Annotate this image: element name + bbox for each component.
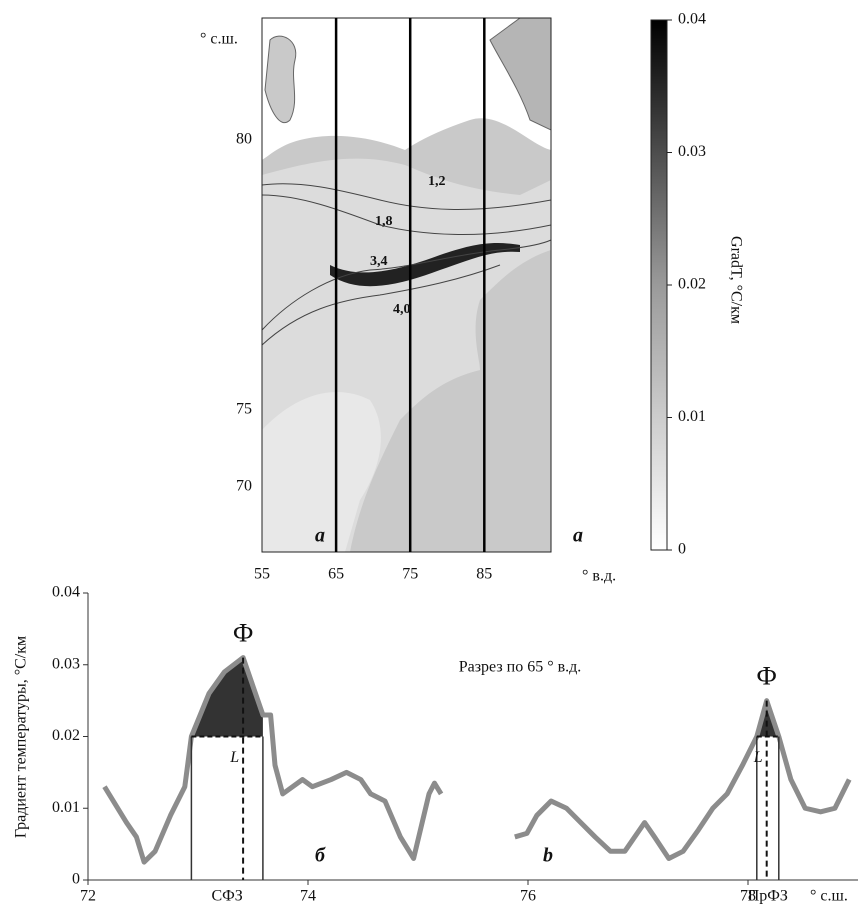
line xyxy=(102,655,852,865)
panel-label: a xyxy=(315,525,325,547)
y-tick-label: 0.01 xyxy=(52,799,80,816)
contour-label: 1,8 xyxy=(375,214,393,229)
panel-label: б xyxy=(315,845,326,867)
front-symbol: Ф xyxy=(233,619,254,648)
map xyxy=(261,17,552,553)
map-frame xyxy=(261,17,552,553)
contour-label: 1,2 xyxy=(428,174,446,189)
front-width-label: L xyxy=(229,749,239,766)
x-tick-label: 75 xyxy=(402,566,418,583)
annotation: Разрез по 65 ° в.д. xyxy=(459,659,582,676)
islands xyxy=(264,35,297,123)
y-tick-label: 0.03 xyxy=(52,655,80,672)
front-fill xyxy=(191,657,263,737)
colorbar-label: GradT, °C/км xyxy=(727,236,744,324)
x-unit: ° в.д. xyxy=(582,568,616,585)
front-label: ПрФЗ xyxy=(748,888,788,905)
front-symbol: Ф xyxy=(756,662,777,691)
panel-label: b xyxy=(543,845,553,867)
x-tick-label: 65 xyxy=(328,566,344,583)
front-label: СФЗ xyxy=(211,888,242,905)
x-tick-label: 78 xyxy=(740,888,756,905)
y-unit: ° с.ш. xyxy=(200,31,238,48)
y-tick-label: 0.04 xyxy=(52,584,80,601)
x-tick-label: 85 xyxy=(476,566,492,583)
contour xyxy=(261,264,501,346)
y-axis-label: Градиент температуры, °C/км xyxy=(13,636,30,838)
contour-label: 3,4 xyxy=(370,254,388,269)
y-tick-label: 70 xyxy=(236,478,252,495)
colorbar-tick-label: 0 xyxy=(678,541,686,558)
panel-label: a xyxy=(573,525,583,547)
x-tick-label: 72 xyxy=(80,888,96,905)
open-area xyxy=(262,18,551,160)
x-tick-label: 74 xyxy=(300,888,316,905)
y-tick-label: 0.02 xyxy=(52,727,80,744)
x-unit: ° с.ш. xyxy=(810,888,848,905)
x-tick-label: 76 xyxy=(520,888,536,905)
y-tick-label: 0 xyxy=(72,871,80,888)
colorbar-tick-label: 0.04 xyxy=(678,11,706,28)
contour xyxy=(261,183,552,210)
y-tick-label: 75 xyxy=(236,401,252,418)
contour-label: 4,0 xyxy=(393,302,411,317)
contour xyxy=(261,194,552,235)
front-width-label: L xyxy=(753,749,763,766)
colorbar-tick-label: 0.03 xyxy=(678,143,706,160)
colorbar xyxy=(650,19,668,551)
bay xyxy=(262,391,381,552)
colorbar-tick-label: 0.01 xyxy=(678,408,706,425)
x-tick-label: 55 xyxy=(254,566,270,583)
y-tick-label: 80 xyxy=(236,131,252,148)
colorbar-tick-label: 0.02 xyxy=(678,276,706,293)
